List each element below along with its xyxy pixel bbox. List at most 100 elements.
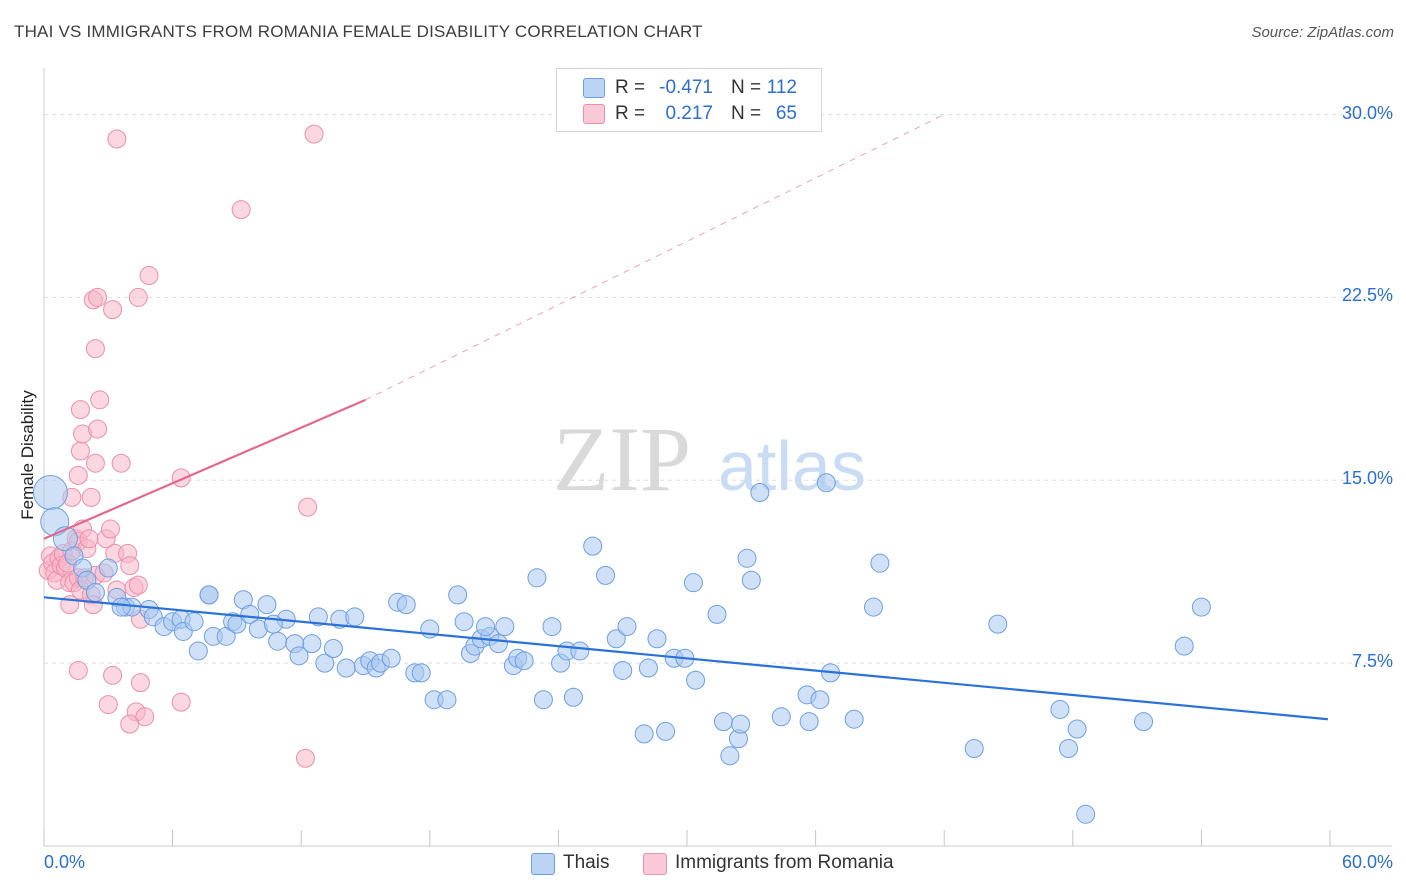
thai-points: [32, 473, 1211, 824]
thai-point: [437, 690, 457, 710]
romania-point: [70, 400, 90, 420]
bottom-legend-label-thai: Thais: [563, 852, 610, 873]
thai-point: [411, 663, 431, 683]
legend-n-value: 65: [775, 103, 797, 124]
romania-point: [304, 124, 324, 144]
thai-point: [731, 714, 751, 734]
trend-lines: [43, 114, 1328, 721]
thai-point: [542, 617, 562, 637]
source-label: Source: ZipAtlas.com: [1251, 24, 1394, 41]
watermark-zip: ZIP: [553, 408, 691, 510]
y-tick-label: 15.0%: [1341, 468, 1393, 489]
thai-point: [596, 565, 616, 585]
watermark-atlas: atlas: [718, 427, 866, 505]
romania-trend-line: [43, 398, 366, 540]
thai-point: [613, 660, 633, 680]
legend-row-romania: R = 0.217 N = 65: [557, 101, 821, 127]
bottom-legend-swatch-thai: [531, 853, 555, 875]
romania-point: [128, 287, 148, 307]
romania-point: [88, 287, 108, 307]
thai-point: [737, 548, 757, 568]
thai-point: [240, 604, 260, 624]
thai-point: [188, 641, 208, 661]
chart-title: THAI VS IMMIGRANTS FROM ROMANIA FEMALE D…: [14, 22, 703, 41]
thai-point: [315, 653, 335, 673]
bottom-legend-label-romania: Immigrants from Romania: [675, 852, 894, 873]
thai-point: [816, 473, 836, 493]
legend-swatch-romania: [583, 104, 605, 124]
romania-point: [103, 665, 123, 685]
thai-point: [844, 709, 864, 729]
romania-point: [231, 200, 251, 220]
romania-point: [107, 129, 127, 149]
thai-point: [988, 614, 1008, 634]
thai-point: [707, 604, 727, 624]
romania-point: [79, 529, 99, 549]
legend-r-value: -0.471: [659, 77, 713, 98]
romania-point: [120, 556, 140, 576]
thai-point: [488, 634, 508, 654]
thai-point: [111, 597, 131, 617]
thai-point: [750, 482, 770, 502]
romania-point: [85, 339, 105, 359]
romania-point: [88, 419, 108, 439]
thai-point: [638, 658, 658, 678]
thai-point: [448, 585, 468, 605]
thai-point: [527, 568, 547, 588]
thai-point: [1067, 719, 1087, 739]
romania-point: [295, 748, 315, 768]
legend-r-label: R =: [615, 77, 646, 98]
thai-point: [1134, 712, 1154, 732]
thai-point: [720, 746, 740, 766]
romania-point: [139, 265, 159, 285]
thai-point: [713, 712, 733, 732]
romania-trend-extension: [365, 114, 945, 401]
thai-point: [583, 536, 603, 556]
thai-point: [336, 658, 356, 678]
thai-point: [514, 651, 534, 671]
romania-point: [70, 441, 90, 461]
romania-point: [128, 575, 148, 595]
legend-n-label: N =: [731, 77, 762, 98]
bottom-legend-swatch-romania: [643, 853, 667, 875]
thai-point: [289, 646, 309, 666]
romania-points: [38, 124, 324, 768]
thai-point: [617, 617, 637, 637]
thai-point: [199, 585, 219, 605]
thai-point: [741, 570, 761, 590]
watermark: ZIP atlas: [553, 408, 866, 510]
legend-r-label: R =: [615, 103, 646, 124]
y-tick-label: 30.0%: [1341, 102, 1393, 123]
romania-point: [85, 453, 105, 473]
correlation-legend: R = -0.471 N = 112 R = 0.217 N = 65: [556, 68, 822, 132]
romania-point: [98, 695, 118, 715]
thai-point: [98, 558, 118, 578]
romania-point: [100, 519, 120, 539]
thai-point: [810, 690, 830, 710]
thai-point: [323, 639, 343, 659]
thai-point: [1076, 804, 1096, 824]
thai-point: [476, 617, 496, 637]
legend-swatch-thai: [583, 78, 605, 98]
thai-point: [495, 617, 515, 637]
thai-point: [634, 724, 654, 744]
romania-point: [90, 390, 110, 410]
thai-point: [396, 595, 416, 615]
romania-point: [171, 692, 191, 712]
thai-point: [683, 573, 703, 593]
thai-point: [184, 612, 204, 632]
legend-n-value: 112: [766, 77, 797, 98]
thai-point: [799, 712, 819, 732]
thai-point: [257, 595, 277, 615]
romania-point: [68, 465, 88, 485]
romania-point: [120, 714, 140, 734]
y-tick-label: 7.5%: [1351, 651, 1393, 672]
x-tick-label: 60.0%: [1341, 852, 1393, 872]
thai-point: [1191, 597, 1211, 617]
thai-point: [533, 690, 553, 710]
romania-point: [81, 487, 101, 507]
thai-point: [1059, 738, 1079, 758]
thai-trend-line: [43, 596, 1328, 721]
thai-point: [381, 648, 401, 668]
